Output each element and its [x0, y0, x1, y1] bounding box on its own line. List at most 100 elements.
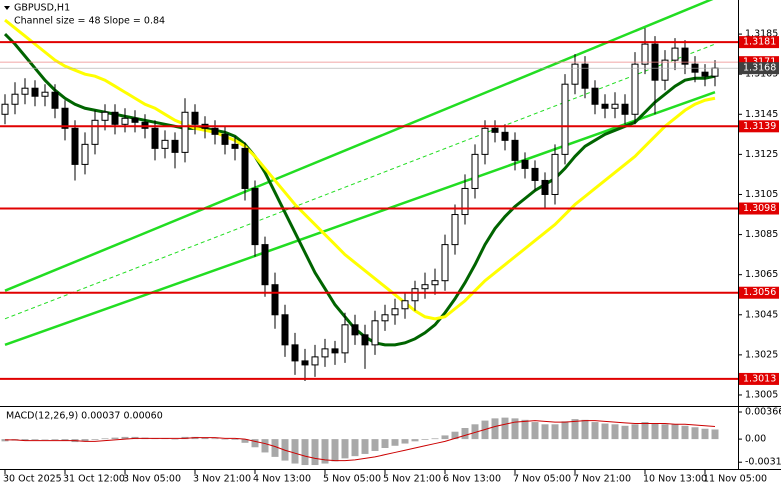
candle-body: [531, 167, 539, 181]
macd-bar: [251, 439, 259, 448]
moving-average: [3, 33, 716, 347]
candle-body: [361, 334, 369, 346]
candle-body: [191, 111, 199, 125]
candle-body: [461, 187, 469, 216]
y-tick-label: 1.3165: [745, 69, 778, 80]
candle-body: [121, 117, 129, 125]
candle-body: [621, 103, 629, 115]
level-label: 1.3181: [743, 37, 776, 48]
candle-body: [61, 107, 69, 129]
candle-body: [41, 91, 49, 97]
macd-tick-label: 0.00: [745, 434, 766, 445]
channel-line: [4, 0, 714, 292]
macd-bar: [631, 424, 639, 440]
y-tick-label: 1.3005: [745, 389, 778, 400]
candle-body: [151, 127, 159, 149]
candle-body: [91, 119, 99, 145]
candle-body: [401, 300, 409, 310]
candle-body: [291, 344, 299, 362]
y-tick-label: 1.3045: [745, 309, 778, 320]
macd-bar: [461, 428, 469, 440]
candle-body: [601, 103, 609, 109]
x-tick-label: 7 Nov 05:00: [513, 474, 571, 485]
macd-bar: [521, 419, 529, 440]
macd-bar: [381, 439, 389, 448]
menu-icon: [4, 6, 10, 10]
candle-body: [171, 139, 179, 153]
x-tick-label: 11 Nov 05:00: [703, 474, 767, 485]
macd-bar: [91, 439, 99, 440]
macd-bar: [701, 428, 709, 440]
y-tick-label: 1.3125: [745, 149, 778, 160]
macd-bar: [621, 425, 629, 440]
macd-bar: [491, 418, 499, 440]
macd-bar: [571, 419, 579, 440]
candle-body: [371, 320, 379, 346]
x-tick-label: 4 Nov 13:00: [253, 474, 311, 485]
macd-bar: [651, 423, 659, 440]
candle-body: [261, 244, 269, 286]
candle-body: [451, 214, 459, 246]
macd-bar: [691, 427, 699, 440]
level-label: 1.3056: [743, 287, 776, 298]
macd-bar: [641, 422, 649, 440]
macd-bar: [451, 431, 459, 440]
macd-bar: [361, 439, 369, 454]
macd-bar: [681, 425, 689, 440]
macd-bar: [471, 424, 479, 440]
macd-bar: [311, 439, 319, 466]
macd-bar: [711, 429, 719, 440]
macd-bar: [221, 439, 229, 440]
candle-body: [421, 284, 429, 290]
candle-body: [331, 348, 339, 354]
macd-bar: [271, 439, 279, 457]
candle-body: [391, 308, 399, 316]
candle-body: [661, 59, 669, 81]
macd-bar: [671, 424, 679, 440]
y-tick-label: 1.3185: [745, 29, 778, 40]
level-label: 1.3139: [743, 121, 776, 132]
level-label-box: [739, 202, 779, 215]
x-tick-label: 5 Nov 05:00: [323, 474, 381, 485]
candle-body: [611, 103, 619, 109]
macd-bar: [291, 439, 299, 464]
candle-body: [441, 244, 449, 282]
candle-body: [481, 127, 489, 155]
macd-tick-label: 0.00366: [745, 407, 781, 418]
candle-body: [281, 314, 289, 346]
candle-body: [711, 67, 719, 77]
level-label-box: [739, 120, 779, 133]
candle-body: [561, 83, 569, 155]
macd-bar: [231, 439, 239, 440]
macd-bar: [411, 439, 419, 442]
candle-body: [241, 147, 249, 189]
level-label: 1.3013: [743, 373, 776, 384]
candle-body: [631, 63, 639, 115]
x-tick-label: 7 Nov 21:00: [573, 474, 631, 485]
candle-body: [681, 47, 689, 65]
channel-line: [4, 91, 716, 347]
candle-body: [271, 284, 279, 316]
candle-body: [491, 127, 499, 133]
candle-body: [101, 111, 109, 121]
candle-body: [211, 127, 219, 135]
macd-bar: [591, 422, 599, 440]
macd-bar: [541, 424, 549, 440]
candle-body: [111, 111, 119, 125]
candle-body: [71, 127, 79, 165]
chart-title: GBPUSD,H1: [14, 3, 70, 14]
x-tick-label: 3 Nov 05:00: [123, 474, 181, 485]
candle-body: [381, 314, 389, 322]
bid-box: [739, 62, 779, 75]
macd-bar: [261, 439, 269, 453]
candle-body: [641, 43, 649, 65]
level-label-box: [739, 286, 779, 299]
candle-body: [81, 143, 89, 165]
y-tick-label: 1.3145: [745, 109, 778, 120]
macd-bar: [501, 417, 509, 440]
candle-body: [141, 121, 149, 129]
candle-body: [301, 360, 309, 366]
chart-subtitle: Channel size = 48 Slope = 0.84: [14, 16, 165, 27]
